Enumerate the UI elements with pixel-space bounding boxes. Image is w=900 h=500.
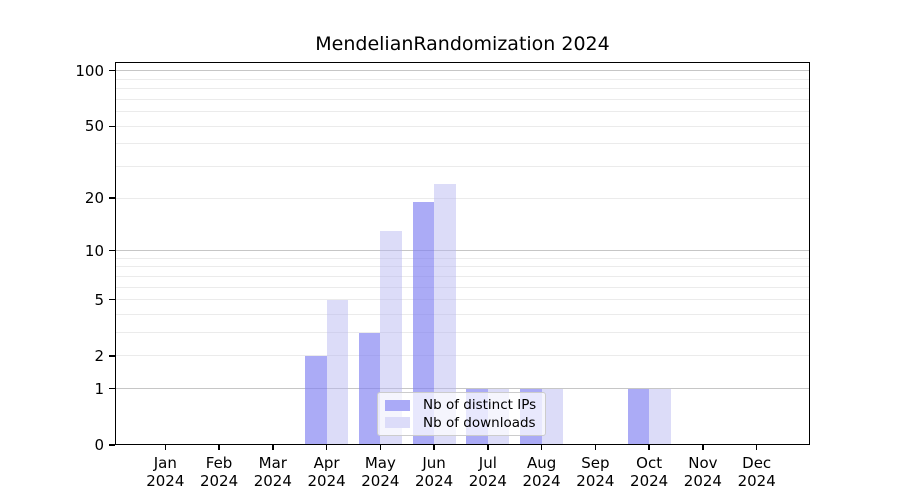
major-gridline [115,70,810,72]
y-tick-mark [109,299,115,301]
minor-gridline [115,166,810,168]
x-tick-mark [540,445,543,450]
major-gridline [115,250,810,252]
x-tick-label-jul: Jul 2024 [468,454,507,490]
x-tick-label-feb: Feb 2024 [199,454,239,490]
bar-apr-ips [305,355,327,445]
legend-swatch-downloads [385,417,410,429]
x-tick-label-oct: Oct 2024 [630,454,669,490]
minor-gridline [115,143,810,145]
y-tick-label-20: 20 [84,189,104,208]
bar-aug-downloads [541,388,564,445]
minor-gridline [115,111,810,113]
x-tick-label-jan: Jan 2024 [146,454,185,490]
x-tick-label-may: May 2024 [361,454,400,490]
y-tick-label-10: 10 [84,241,104,260]
y-tick-mark [109,249,115,252]
x-tick-label-sep: Sep 2024 [576,454,615,490]
minor-gridline [115,257,810,259]
x-tick-label-dec: Dec 2024 [737,454,776,490]
minor-gridline [115,125,810,127]
bar-oct-ips [627,388,650,445]
minor-gridline [115,355,810,357]
legend: Nb of distinct IPs Nb of downloads [377,392,546,436]
x-tick-mark [594,445,597,450]
x-tick-mark [325,445,328,450]
x-tick-label-aug: Aug 2024 [522,454,561,490]
minor-gridline [115,299,810,301]
bar-jun-downloads [434,184,456,445]
y-tick-mark [109,388,115,390]
y-tick-mark [109,355,115,357]
minor-gridline [115,286,810,288]
minor-gridline [115,78,810,80]
bar-jun-ips [412,202,435,445]
x-tick-mark [702,445,704,450]
x-tick-label-nov: Nov 2024 [683,454,722,490]
legend-swatch-ips [385,399,410,411]
major-gridline [115,388,810,390]
x-tick-label-apr: Apr 2024 [307,454,346,490]
bar-may-downloads [380,231,402,445]
y-tick-mark [109,125,115,127]
minor-gridline [115,314,810,315]
minor-gridline [115,197,810,199]
minor-gridline [115,275,810,277]
x-tick-mark [487,445,489,450]
y-tick-mark [109,70,115,72]
x-tick-mark [433,445,435,450]
y-tick-label-1: 1 [94,379,104,398]
x-tick-mark [755,445,758,450]
minor-gridline [115,266,810,268]
y-tick-label-5: 5 [94,290,104,309]
legend-item-downloads: Nb of downloads [385,416,539,430]
y-tick-label-2: 2 [94,346,104,365]
bar-apr-downloads [326,299,349,445]
x-tick-mark [164,445,166,450]
minor-gridline [115,332,810,334]
bar-oct-downloads [649,388,671,445]
y-tick-label-50: 50 [84,117,104,136]
minor-gridline [115,98,810,100]
x-tick-mark [218,445,220,450]
legend-item-ips: Nb of distinct IPs [385,398,539,412]
y-tick-label-100: 100 [75,61,104,80]
chart-title: MendelianRandomization 2024 [315,33,610,55]
minor-gridline [115,88,810,90]
x-tick-label-jun: Jun 2024 [415,454,454,490]
bar-may-ips [358,332,381,445]
x-tick-mark [272,445,274,450]
y-tick-label-0: 0 [94,436,104,454]
x-tick-mark [379,445,382,450]
y-tick-mark [109,444,115,446]
y-tick-mark [109,197,115,199]
legend-label-downloads: Nb of downloads [423,414,536,431]
x-tick-label-mar: Mar 2024 [253,454,292,490]
legend-label-ips: Nb of distinct IPs [423,397,537,414]
x-tick-mark [648,445,650,450]
